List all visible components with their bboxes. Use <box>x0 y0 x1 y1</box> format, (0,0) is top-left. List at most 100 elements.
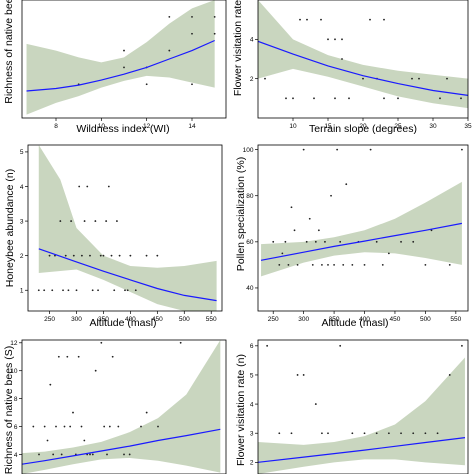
y-tick-label: 40 <box>246 285 254 292</box>
data-point <box>448 263 451 266</box>
data-point <box>89 453 91 456</box>
data-point <box>287 263 290 266</box>
x-tick-label: 350 <box>329 316 340 323</box>
y-tick-label: 3 <box>250 431 254 438</box>
data-point <box>296 374 299 376</box>
data-point <box>387 432 390 435</box>
data-point <box>308 217 311 220</box>
data-point <box>113 289 116 292</box>
data-point <box>78 185 81 188</box>
data-point <box>129 254 132 257</box>
x-axis-label: Wildness index (WI) <box>76 123 169 135</box>
x-tick-label: 550 <box>206 316 217 323</box>
data-point <box>302 374 305 376</box>
data-point <box>64 254 67 257</box>
data-point <box>290 206 293 209</box>
data-point <box>72 254 75 257</box>
x-tick-label: 15 <box>324 123 332 130</box>
data-point <box>124 289 126 292</box>
data-point <box>32 425 35 428</box>
data-point <box>156 254 159 257</box>
data-point <box>363 263 366 266</box>
x-tick-label: 10 <box>289 123 297 130</box>
x-axis-label: Altitude (masl) <box>89 317 156 329</box>
data-point <box>67 289 70 292</box>
data-point <box>69 425 72 428</box>
data-point <box>102 254 105 257</box>
data-point <box>266 344 269 347</box>
data-point <box>94 369 97 372</box>
y-tick-label: 1 <box>20 288 24 295</box>
plot-frame <box>257 144 469 312</box>
data-point <box>145 411 148 414</box>
panel-honeybee-altitude: Honeybee abundance (n) 250 300 350 400 450 50… <box>4 144 223 329</box>
x-tick-label: 500 <box>420 316 431 323</box>
data-point <box>100 341 103 344</box>
plot-frame <box>257 339 469 474</box>
data-point <box>191 15 193 18</box>
data-point <box>134 289 137 292</box>
panel-wildness: Richness of native bees 8 10 12 14 Wildness… <box>3 0 227 135</box>
data-point <box>321 432 323 435</box>
data-point <box>299 18 301 21</box>
data-point <box>57 355 60 358</box>
y-tick-label: 4 <box>250 401 254 408</box>
plot-frame <box>27 144 223 312</box>
data-point <box>118 254 121 257</box>
y-axis-label: Pollen specialization (%) <box>235 157 247 271</box>
data-point <box>140 425 142 428</box>
data-point <box>91 453 94 456</box>
data-point <box>292 97 294 100</box>
fit-line <box>38 248 217 302</box>
plot-area <box>258 344 466 474</box>
data-point <box>293 229 296 232</box>
data-point <box>430 229 433 232</box>
data-point <box>191 32 193 35</box>
y-axis-label: Richness of native bees (S) <box>3 346 15 474</box>
data-point <box>52 453 55 456</box>
data-point <box>375 240 378 243</box>
data-point <box>278 432 281 435</box>
data-point <box>54 254 56 257</box>
data-point <box>439 97 441 100</box>
data-point <box>110 254 113 257</box>
data-point <box>145 83 148 86</box>
data-point <box>351 432 354 435</box>
data-point <box>281 252 284 255</box>
data-point <box>38 453 40 456</box>
data-point <box>108 425 111 428</box>
data-point <box>321 263 323 266</box>
data-point <box>179 341 182 344</box>
data-point <box>272 240 275 243</box>
y-tick-label: 5 <box>250 372 254 379</box>
data-point <box>94 220 97 222</box>
x-tick-label: 12 <box>143 123 151 130</box>
data-point <box>339 240 342 243</box>
data-point <box>80 254 83 257</box>
data-point <box>412 432 415 435</box>
data-point <box>63 425 66 428</box>
data-point <box>400 240 402 243</box>
y-tick-label: 4 <box>250 37 254 44</box>
data-point <box>128 453 131 456</box>
plot-frame <box>21 339 227 474</box>
data-point <box>91 289 94 292</box>
data-point <box>80 425 83 428</box>
data-point <box>55 425 57 428</box>
data-point <box>320 18 322 21</box>
data-point <box>107 185 110 188</box>
y-tick-label: 8 <box>14 396 18 403</box>
x-tick-label: 400 <box>359 316 370 323</box>
x-tick-label: 450 <box>152 316 163 323</box>
data-point <box>123 453 125 456</box>
y-axis-label: Flower visitation rate (n) <box>235 354 247 466</box>
data-point <box>126 289 129 292</box>
data-point <box>339 344 342 347</box>
data-point <box>168 15 171 18</box>
y-tick-label: 5 <box>20 149 24 156</box>
data-point <box>72 411 74 414</box>
y-tick-label: 4 <box>14 452 18 459</box>
data-point <box>305 240 308 243</box>
y-tick-label: 6 <box>250 343 254 350</box>
